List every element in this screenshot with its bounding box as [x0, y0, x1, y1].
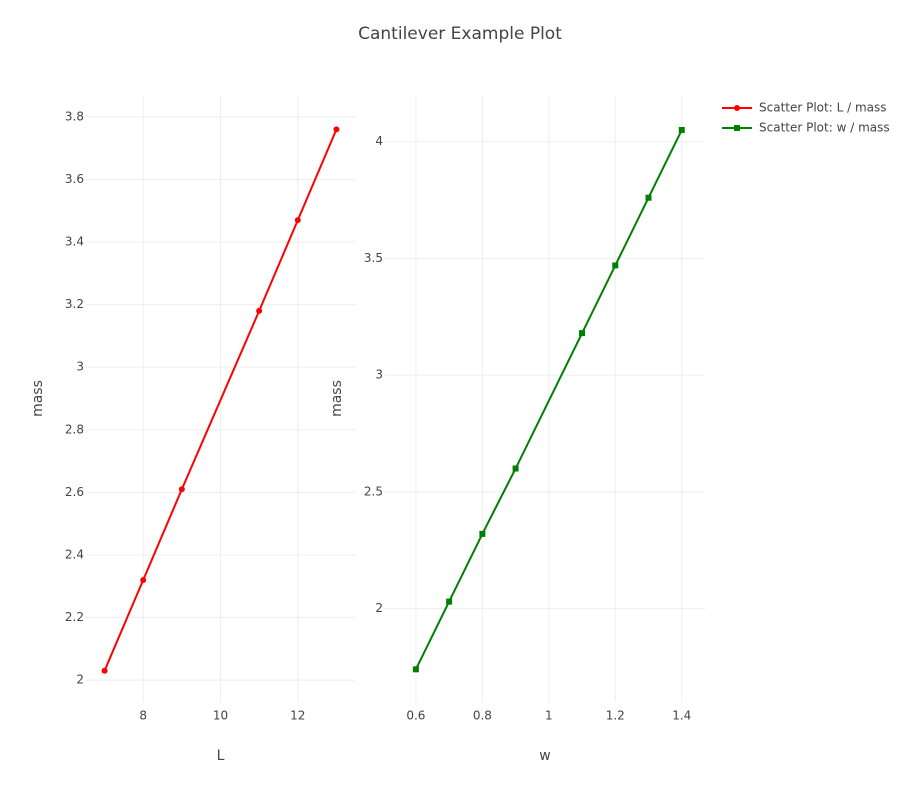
marker	[333, 126, 340, 133]
y-tick-label: 3	[76, 360, 84, 374]
x-tick-label: 1.2	[606, 709, 625, 723]
chart-title: Cantilever Example Plot	[358, 24, 562, 44]
legend-marker	[734, 105, 740, 111]
legend-marker	[734, 125, 740, 131]
marker	[678, 127, 685, 134]
y-tick-label: 3.5	[364, 251, 383, 265]
legend-label: Scatter Plot: L / mass	[759, 101, 887, 115]
x-tick-label: 1.4	[672, 709, 691, 723]
marker	[645, 194, 652, 201]
marker	[512, 465, 519, 472]
y-axis-label: mass	[329, 380, 345, 417]
y-tick-label: 3	[375, 368, 383, 382]
y-tick-label: 3.4	[65, 235, 84, 249]
y-tick-label: 2.6	[65, 485, 84, 499]
x-tick-label: 8	[139, 709, 147, 723]
marker	[294, 217, 301, 224]
x-tick-label: 12	[290, 709, 305, 723]
series-line	[103, 129, 338, 672]
marker	[612, 262, 619, 269]
marker	[446, 598, 453, 605]
y-tick-label: 3.2	[65, 297, 84, 311]
x-axis-label: w	[539, 748, 550, 764]
series-line	[415, 129, 683, 670]
y-axis-label: mass	[30, 380, 46, 417]
y-tick-label: 2.2	[65, 610, 84, 624]
marker	[256, 307, 263, 314]
y-tick-label: 2.5	[364, 484, 383, 498]
marker	[140, 576, 147, 583]
y-tick-label: 3.8	[65, 109, 84, 123]
y-tick-label: 2	[375, 601, 383, 615]
marker	[579, 330, 586, 337]
x-axis-label: L	[217, 748, 225, 764]
y-tick-label: 2.4	[65, 547, 84, 561]
marker	[101, 667, 108, 674]
x-tick-label: 0.8	[473, 709, 492, 723]
x-tick-label: 1	[545, 709, 553, 723]
y-tick-label: 2	[76, 673, 84, 687]
x-tick-label: 10	[213, 709, 228, 723]
y-tick-label: 4	[375, 134, 383, 148]
marker	[178, 486, 185, 493]
legend-label: Scatter Plot: w / mass	[759, 121, 890, 135]
y-tick-label: 3.6	[65, 172, 84, 186]
marker	[479, 530, 486, 537]
marker	[412, 666, 419, 673]
x-tick-label: 0.6	[406, 709, 425, 723]
y-tick-label: 2.8	[65, 422, 84, 436]
